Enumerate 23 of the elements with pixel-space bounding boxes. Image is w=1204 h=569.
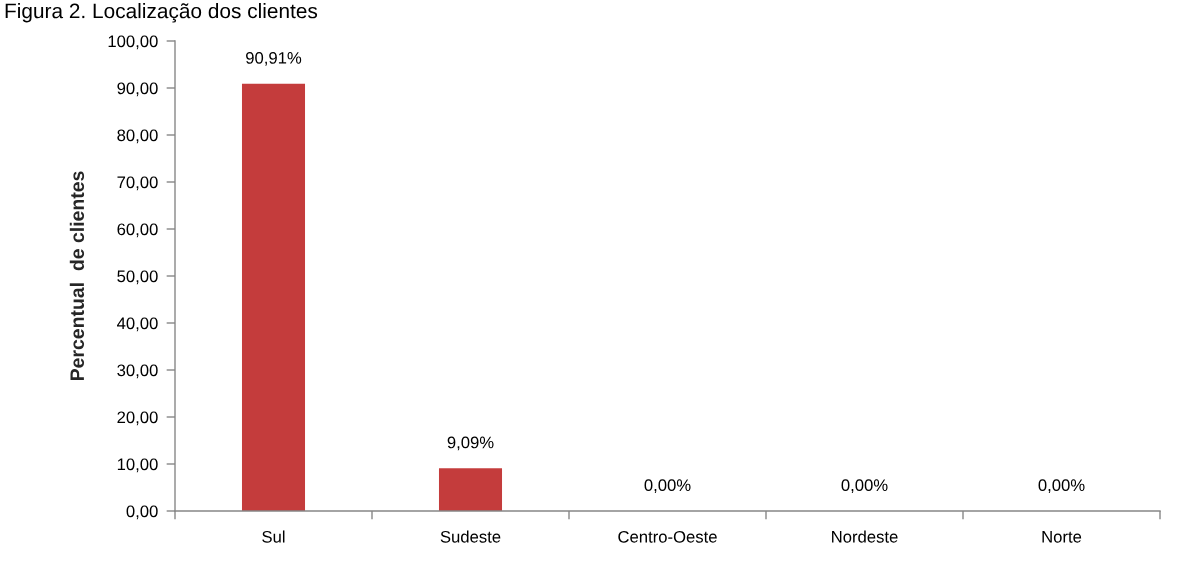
y-tick-label: 20,00 [117, 411, 158, 426]
y-axis-title: Percentual de clientes [69, 171, 85, 381]
y-tick-label: 10,00 [117, 458, 158, 473]
data-label: 9,09% [447, 436, 494, 451]
y-tick-label: 90,00 [117, 82, 158, 97]
data-label: 0,00% [644, 479, 691, 494]
data-label: 0,00% [1038, 479, 1085, 494]
y-tick-label: 80,00 [117, 129, 158, 144]
data-label: 0,00% [841, 479, 888, 494]
chart-title: Figura 2. Localização dos clientes [5, 3, 318, 23]
y-tick-label: 70,00 [117, 176, 158, 191]
x-tick-label: Nordeste [832, 530, 898, 543]
y-tick-label: 50,00 [117, 270, 158, 285]
y-tick-label: 0,00 [126, 505, 158, 520]
data-label: 90,91% [246, 51, 302, 66]
y-tick-label: 40,00 [117, 317, 158, 332]
x-tick-label: Sul [262, 530, 285, 543]
x-tick-label: Norte [1042, 531, 1082, 543]
y-tick-label: 30,00 [117, 364, 158, 379]
x-tick-label: Sudeste [440, 530, 501, 543]
y-tick-label: 100,00 [108, 35, 158, 50]
x-tick-label: Centro-Oeste [618, 530, 717, 543]
y-tick-label: 60,00 [117, 223, 158, 238]
